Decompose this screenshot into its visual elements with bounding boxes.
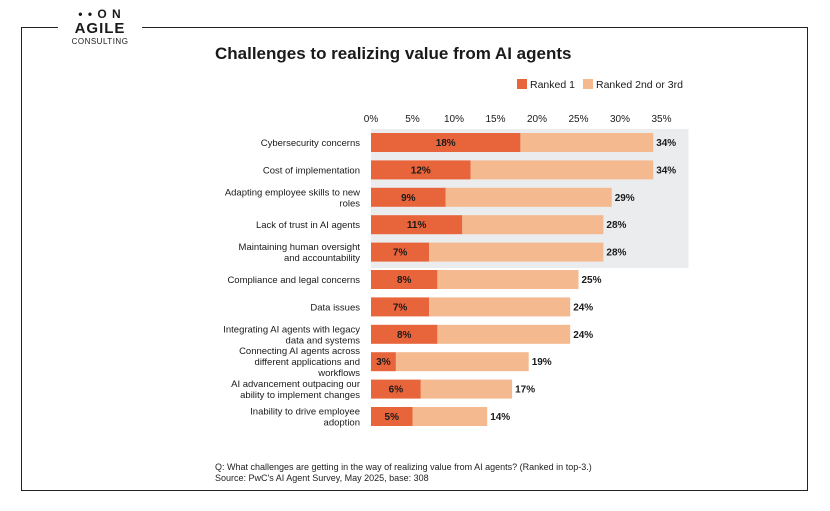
bar-label-ranked-1: 6% (389, 385, 404, 396)
bar-ranked-2-3 (470, 160, 654, 180)
bar-total-label: 28% (606, 248, 626, 259)
bar-total-label: 34% (656, 138, 676, 149)
bar-total-label: 28% (606, 220, 626, 231)
legend-swatch-ranked-1 (517, 79, 527, 89)
category-label-line: ability to implement changes (240, 390, 360, 401)
bar-ranked-2-3 (437, 270, 579, 289)
category-label: AI advancement outpacing our ability to i… (231, 379, 360, 401)
category-label-line: Cybersecurity concerns (261, 138, 361, 149)
bar-total-label: 25% (582, 275, 602, 286)
footnote-question: Q: What challenges are getting in the wa… (215, 462, 592, 472)
bar-ranked-1 (371, 160, 471, 180)
x-tick-label: 25% (568, 114, 588, 125)
legend-swatch-ranked-2-3 (583, 79, 593, 89)
bar-label-ranked-1: 7% (393, 248, 408, 259)
category-label: Integrating AI agents with legacy data an… (223, 324, 360, 346)
bar-ranked-1 (371, 242, 430, 262)
bar-total-label: 34% (656, 165, 676, 176)
x-tick-label: 30% (610, 114, 630, 125)
category-label-line: Integrating AI agents with legacy (223, 324, 360, 335)
category-label: Lack of trust in AI agents (256, 220, 360, 231)
logo-agile: AGILE (74, 20, 126, 37)
category-label-line: Lack of trust in AI agents (256, 220, 360, 231)
category-label: Data issues (310, 302, 360, 313)
bar-ranked-1 (371, 352, 396, 372)
bar-label-ranked-1: 3% (376, 357, 391, 368)
bar-label-ranked-1: 5% (385, 412, 400, 423)
category-label-line: adoption (324, 418, 360, 429)
bar-label-ranked-1: 8% (397, 275, 412, 286)
category-label-line: Adapting employee skills to new (225, 187, 360, 198)
bar-ranked-1 (371, 133, 521, 152)
footnote-source: Source: PwC's AI Agent Survey, May 2025,… (215, 473, 429, 483)
legend-label-ranked-1: Ranked 1 (530, 79, 575, 91)
bar-ranked-1 (371, 215, 463, 235)
category-label-line: Data issues (310, 302, 360, 313)
bar-ranked-2-3 (412, 407, 488, 426)
on-agile-logo: • • O N AGILE CONSULTING (58, 6, 142, 52)
bar-total-label: 14% (490, 412, 510, 423)
bar-label-ranked-1: 11% (407, 220, 427, 231)
chart-frame (21, 27, 808, 491)
bar-ranked-1 (371, 407, 413, 426)
bar-ranked-1 (371, 324, 438, 344)
bar-ranked-2-3 (429, 297, 571, 317)
x-tick-label: 15% (485, 114, 505, 125)
x-tick-label: 0% (364, 114, 379, 125)
bar-ranked-2-3 (420, 379, 513, 399)
category-label-line: Compliance and legal concerns (227, 275, 360, 286)
bar-ranked-1 (371, 297, 430, 317)
bar-ranked-2-3 (395, 352, 529, 372)
bar-ranked-1 (371, 379, 421, 399)
bar-ranked-2-3 (429, 242, 604, 262)
bar-total-label: 19% (532, 357, 552, 368)
bar-ranked-2-3 (462, 215, 604, 235)
category-label: Inability to drive employee adoption (250, 407, 360, 429)
x-tick-label: 10% (444, 114, 464, 125)
category-label: Maintaining human oversight and accountab… (239, 242, 361, 264)
category-label-line: AI advancement outpacing our (231, 379, 360, 390)
category-label-line: Cost of implementation (263, 165, 360, 176)
bar-label-ranked-1: 7% (393, 302, 408, 313)
bar-ranked-2-3 (445, 187, 612, 207)
category-label-line: different applications and (255, 357, 360, 368)
category-label: Compliance and legal concerns (227, 275, 360, 286)
bar-label-ranked-1: 8% (397, 330, 412, 341)
bar-ranked-2-3 (520, 133, 654, 152)
legend-label-ranked-2-3: Ranked 2nd or 3rd (596, 79, 683, 91)
bar-total-label: 17% (515, 385, 535, 396)
category-label-line: workflows (317, 368, 360, 379)
bar-ranked-1 (371, 187, 446, 207)
category-label: Connecting AI agents across different app… (239, 346, 360, 379)
logo-consulting: CONSULTING (71, 37, 129, 46)
category-label: Cybersecurity concerns (261, 138, 361, 149)
category-label-line: Inability to drive employee (250, 407, 360, 418)
bar-ranked-2-3 (437, 324, 571, 344)
bar-label-ranked-1: 12% (411, 165, 431, 176)
bar-label-ranked-1: 9% (401, 193, 416, 204)
bar-label-ranked-1: 18% (436, 138, 456, 149)
category-label: Adapting employee skills to new roles (225, 187, 360, 209)
logo-dots-on: • • O N (78, 7, 122, 21)
x-tick-label: 35% (651, 114, 671, 125)
bar-ranked-1 (371, 270, 438, 289)
category-label-line: data and systems (286, 335, 361, 346)
category-label-line: and accountability (284, 253, 360, 264)
bar-total-label: 24% (573, 302, 593, 313)
category-label-line: roles (339, 198, 360, 209)
bar-total-label: 29% (615, 193, 635, 204)
chart-title: Challenges to realizing value from AI ag… (215, 44, 572, 63)
footnote: Q: What challenges are getting in the wa… (215, 462, 592, 484)
category-label: Cost of implementation (263, 165, 360, 176)
x-tick-label: 20% (527, 114, 547, 125)
bar-total-label: 24% (573, 330, 593, 341)
x-tick-label: 5% (405, 114, 420, 125)
category-label-line: Maintaining human oversight (239, 242, 361, 253)
category-label-line: Connecting AI agents across (239, 346, 360, 357)
